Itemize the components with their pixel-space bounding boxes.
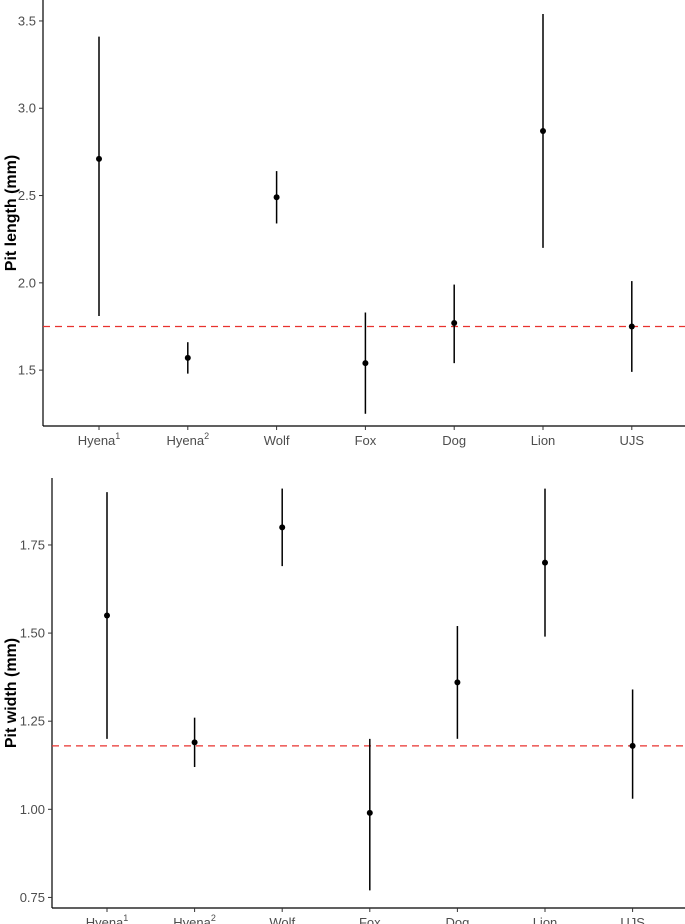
width-y-tick-label: 1.50 xyxy=(20,626,45,641)
length-data-point xyxy=(362,360,369,367)
width-data-point xyxy=(629,742,636,749)
width-y-tick-label: 1.75 xyxy=(20,537,45,552)
length-data-point xyxy=(184,354,191,361)
length-x-tick-label: Lion xyxy=(531,433,556,448)
length-y-tick-label: 1.5 xyxy=(18,363,36,378)
width-x-tick-label: Lion xyxy=(533,915,558,924)
width-y-tick-label: 0.75 xyxy=(20,890,45,905)
length-data-point xyxy=(451,319,458,326)
width-y-tick-label: 1.25 xyxy=(20,714,45,729)
length-y-axis-title: Pit length (mm) xyxy=(3,155,20,271)
length-x-tick-label: UJS xyxy=(620,433,645,448)
length-x-tick-label: Fox xyxy=(355,433,377,448)
length-y-tick-label: 2.0 xyxy=(18,275,36,290)
width-data-point xyxy=(454,679,461,686)
width-y-axis-title: Pit width (mm) xyxy=(3,638,20,748)
width-x-tick-label: UJS xyxy=(620,915,645,924)
length-y-tick-label: 2.5 xyxy=(18,188,36,203)
width-x-tick-label: Dog xyxy=(445,915,469,924)
width-data-point xyxy=(542,559,548,566)
length-x-tick-label: Dog xyxy=(442,433,466,448)
width-x-tick-label: Hyena1 xyxy=(86,913,129,924)
length-data-point xyxy=(540,127,546,134)
pit-length-chart: 1.5 2.0 2.5 3.0 3.5 Pit length (mm) Hyena1 Hyen… xyxy=(3,0,685,448)
length-y-tick-label: 3.0 xyxy=(18,101,36,116)
width-x-tick-label: Fox xyxy=(359,915,381,924)
length-y-tick-label: 3.5 xyxy=(18,13,36,28)
length-data-point xyxy=(628,323,635,330)
width-data-point xyxy=(366,809,373,816)
length-x-tick-label: Wolf xyxy=(264,433,290,448)
width-data-point xyxy=(191,739,198,746)
width-data-point xyxy=(104,612,110,619)
width-x-tick-label: Hyena2 xyxy=(173,913,216,924)
length-data-point xyxy=(96,155,102,162)
width-y-tick-label: 1.00 xyxy=(20,802,45,817)
width-data-point xyxy=(279,524,286,531)
length-x-tick-label: Hyena1 xyxy=(78,431,121,448)
length-data-point xyxy=(273,194,280,201)
length-x-tick-label: Hyena2 xyxy=(167,431,210,448)
width-x-tick-label: Wolf xyxy=(269,915,295,924)
pit-width-chart: 0.75 1.00 1.25 1.50 1.75 Pit width (mm) Hyena1… xyxy=(3,478,685,924)
